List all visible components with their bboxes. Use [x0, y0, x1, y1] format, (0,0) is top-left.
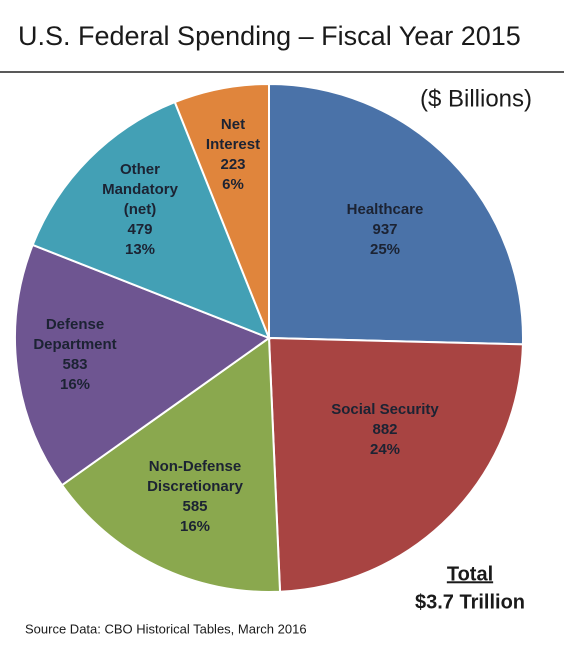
slice-value: 585 — [182, 498, 207, 515]
slice-value: 937 — [372, 221, 397, 238]
slice-category: Interest — [206, 136, 260, 153]
pie-slice — [60, 336, 282, 593]
total-value: $3.7 Trillion — [415, 591, 525, 613]
slice-percent: 13% — [125, 241, 155, 258]
slice-value: 882 — [372, 421, 397, 438]
unit-label: ($ Billions) — [420, 85, 532, 112]
chart-title: U.S. Federal Spending – Fiscal Year 2015 — [18, 21, 521, 51]
slice-category: Defense — [46, 316, 104, 333]
pie-slice — [31, 100, 271, 340]
total-label: Total — [447, 563, 493, 585]
slice-category: Healthcare — [347, 201, 424, 218]
slice-category: Discretionary — [147, 478, 244, 495]
slice-value: 583 — [62, 356, 87, 373]
pie-slice — [173, 82, 270, 339]
slice-category: Department — [33, 336, 116, 353]
slice-percent: 24% — [370, 441, 400, 458]
slice-category: Net — [221, 116, 245, 133]
slice-category: Non-Defense — [149, 458, 242, 475]
slice-category: Mandatory — [102, 181, 179, 198]
slice-category: Social Security — [331, 401, 439, 418]
slice-value: 223 — [220, 156, 245, 173]
slice-percent: 6% — [222, 176, 244, 193]
slice-category: Other — [120, 161, 160, 178]
slice-value: 479 — [127, 221, 152, 238]
slice-percent: 16% — [180, 518, 210, 535]
slice-category: (net) — [124, 201, 157, 218]
pie-slice — [14, 243, 272, 487]
pie-slice — [268, 82, 524, 346]
source-note: Source Data: CBO Historical Tables, Marc… — [25, 621, 307, 636]
pie-slice — [267, 336, 524, 593]
slice-percent: 16% — [60, 376, 90, 393]
slice-percent: 25% — [370, 241, 400, 258]
